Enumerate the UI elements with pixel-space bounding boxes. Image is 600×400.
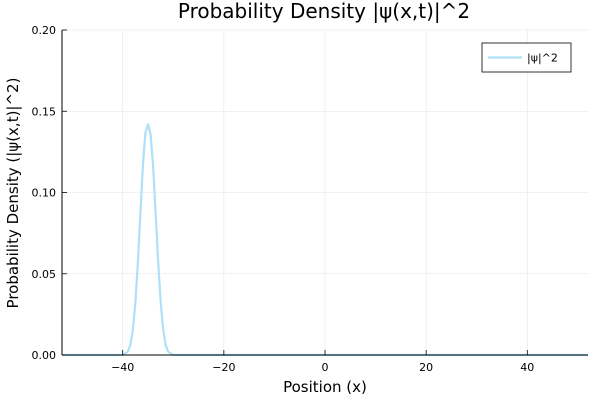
x-tick-label: −20: [212, 361, 235, 374]
ticks: −40 −20 0 20 40 0.00 0.05 0.10 0.15 0.20: [32, 24, 535, 374]
y-tick-label: 0.05: [32, 268, 57, 281]
y-tick-label: 0.10: [32, 187, 57, 200]
x-axis-label: Position (x): [283, 378, 367, 396]
x-tick-label: 20: [419, 361, 433, 374]
y-tick-label: 0.15: [32, 105, 57, 118]
legend-label: |ψ|^2: [527, 52, 558, 65]
y-tick-label: 0.00: [32, 349, 57, 362]
y-axis-label: Probability Density (|ψ(x,t)|^2): [4, 78, 22, 309]
x-tick-label: 40: [520, 361, 534, 374]
y-tick-label: 0.20: [32, 24, 57, 37]
x-tick-label: 0: [322, 361, 329, 374]
chart-title: Probability Density |ψ(x,t)|^2: [178, 0, 470, 23]
legend: |ψ|^2: [481, 42, 572, 73]
x-tick-label: −40: [111, 361, 134, 374]
